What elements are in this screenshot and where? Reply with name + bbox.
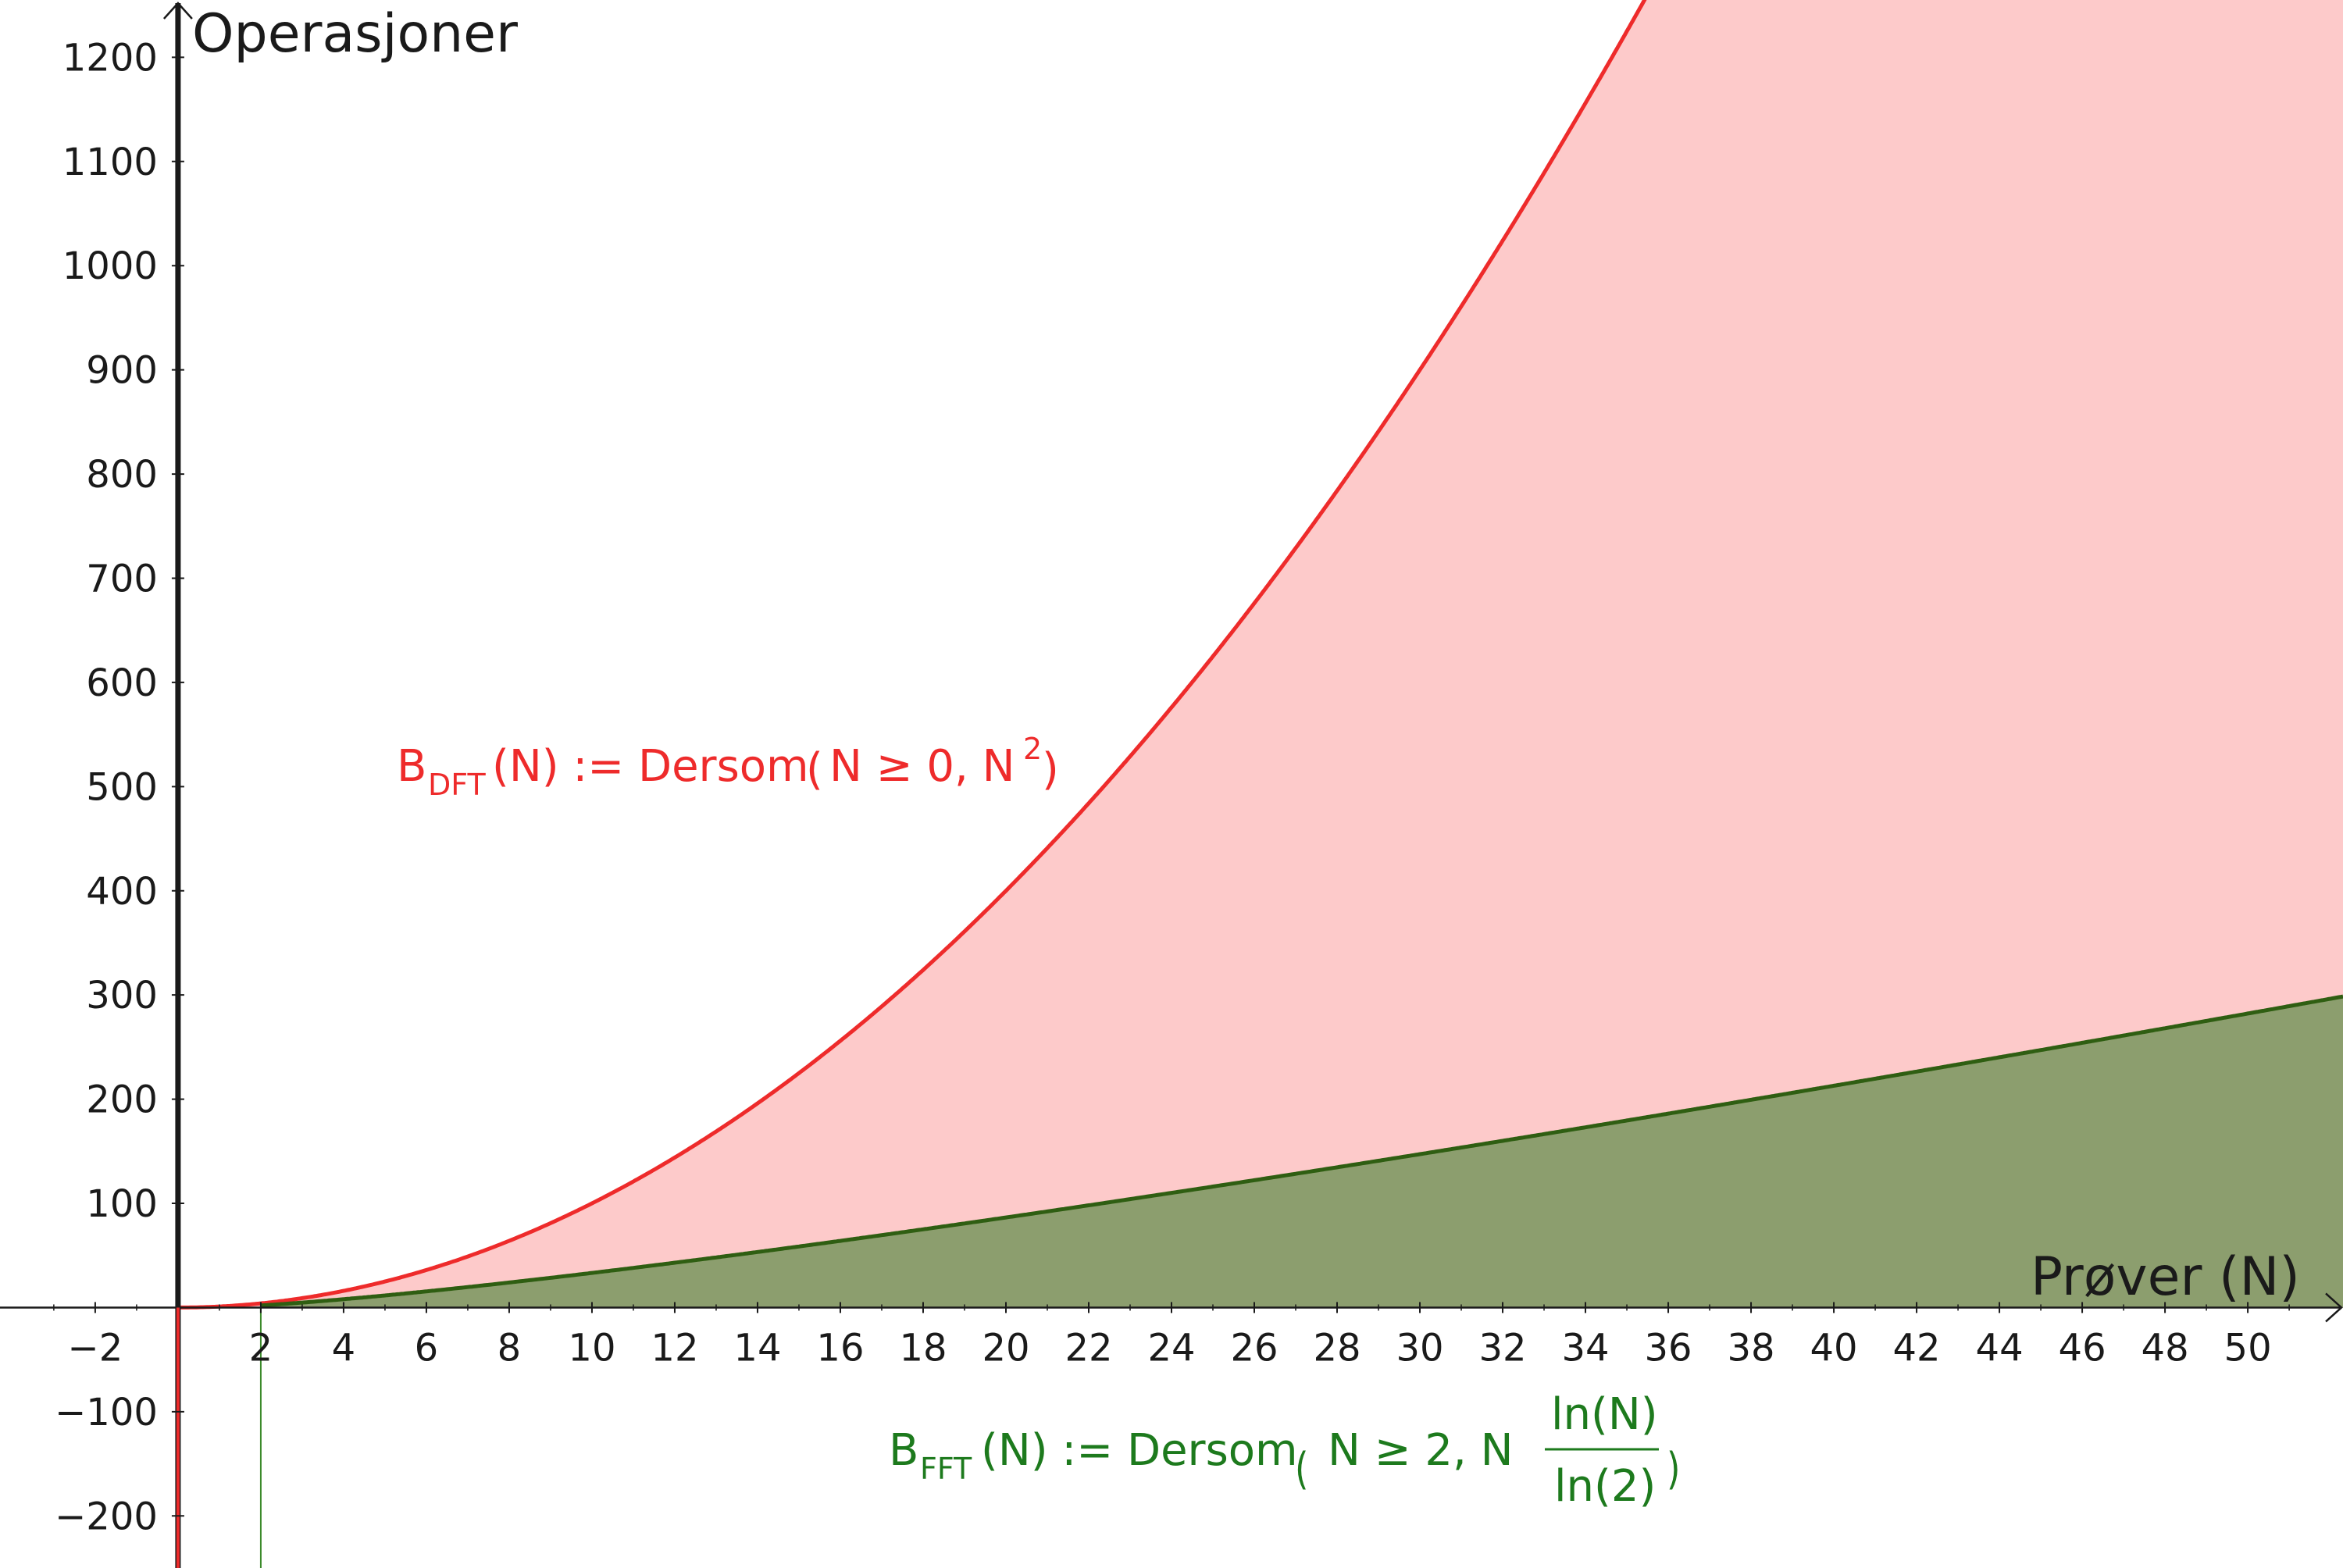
- x-axis-title: Prøver (N): [2031, 1246, 2300, 1308]
- y-tick-label: 1200: [62, 36, 158, 80]
- x-tick-label: 40: [1810, 1326, 1858, 1370]
- fft-formula-label: B FFT (N) := Dersom ( N ≥ 2, N ln(N) ln(…: [889, 1389, 1680, 1512]
- y-tick-label: 200: [86, 1078, 158, 1122]
- x-tick-label: 42: [1893, 1326, 1941, 1370]
- dft-formula-label: B DFT (N) := Dersom ( N ≥ 0, N 2 ): [397, 732, 1059, 802]
- x-tick-label: 10: [568, 1326, 615, 1370]
- x-tick-label: 30: [1396, 1326, 1443, 1370]
- y-axis-title: Operasjoner: [192, 3, 518, 65]
- dft-paren-close: ): [1042, 744, 1059, 795]
- y-tick-label: 400: [86, 870, 158, 914]
- dft-area-fill: [177, 0, 2343, 1308]
- y-tick-label: 100: [86, 1182, 158, 1226]
- fft-formula-base: B: [889, 1425, 918, 1476]
- fft-formula-den: ln(2): [1554, 1461, 1656, 1512]
- x-axis-arrow-icon: [2325, 1292, 2343, 1323]
- x-tick-label: 14: [733, 1326, 781, 1370]
- x-tick-label: 50: [2224, 1326, 2272, 1370]
- dft-paren-open: (: [806, 744, 823, 795]
- dft-formula-base: B: [397, 741, 426, 792]
- y-tick-label: 1000: [62, 244, 158, 288]
- x-tick-label: 36: [1645, 1326, 1692, 1370]
- dft-formula-text1: (N) := Dersom: [492, 741, 809, 792]
- fft-formula-num: ln(N): [1551, 1389, 1658, 1440]
- dft-curve: [177, 0, 1647, 1310]
- x-tick-label: 8: [497, 1326, 522, 1370]
- fft-area-fill: [260, 996, 2343, 1308]
- y-axis-arrow-icon: [162, 2, 193, 20]
- y-tick-label: −100: [55, 1391, 158, 1434]
- x-tick-label: 22: [1065, 1326, 1112, 1370]
- tick-marks: [53, 56, 2290, 1517]
- dft-formula-sup: 2: [1023, 732, 1042, 766]
- x-tick-label: 34: [1561, 1326, 1609, 1370]
- x-tick-label: 12: [651, 1326, 698, 1370]
- y-tick-label: 1100: [62, 141, 158, 184]
- x-tick-label: 4: [332, 1326, 356, 1370]
- x-tick-label: 6: [415, 1326, 439, 1370]
- x-tick-label: 48: [2142, 1326, 2189, 1370]
- y-tick-label: 500: [86, 765, 158, 809]
- x-tick-label: 44: [1976, 1326, 2024, 1370]
- tick-labels: −2 2 4 6 8 10 12 14 16 18 20 22 24 26 28 30 32 34 36 38 40 42…: [55, 36, 2272, 1538]
- fft-paren-open: (: [1295, 1443, 1308, 1494]
- x-tick-label: 26: [1230, 1326, 1278, 1370]
- x-tick-label: 2: [249, 1326, 273, 1370]
- y-tick-label: 900: [86, 349, 158, 393]
- y-tick-label: 300: [86, 974, 158, 1017]
- x-tick-label: 16: [816, 1326, 864, 1370]
- fft-paren-close: ): [1667, 1443, 1680, 1494]
- x-tick-label: 32: [1478, 1326, 1526, 1370]
- fft-formula-text2: N ≥ 2, N: [1328, 1425, 1514, 1476]
- y-tick-label: −200: [55, 1495, 158, 1538]
- x-tick-label: 20: [982, 1326, 1029, 1370]
- x-tick-label: 18: [899, 1326, 947, 1370]
- fft-formula-text1: (N) := Dersom: [981, 1425, 1298, 1476]
- x-tick-label: 28: [1313, 1326, 1361, 1370]
- y-tick-label: 800: [86, 453, 158, 497]
- dft-formula-text2: N ≥ 0, N: [829, 741, 1015, 792]
- y-tick-label: 600: [86, 661, 158, 705]
- x-tick-label: −2: [68, 1326, 123, 1370]
- dft-formula-sub: DFT: [428, 768, 486, 802]
- x-tick-label: 38: [1728, 1326, 1775, 1370]
- x-tick-label: 46: [2059, 1326, 2106, 1370]
- fft-curve: [260, 994, 2343, 1308]
- x-tick-label: 24: [1147, 1326, 1195, 1370]
- fft-formula-sub: FFT: [920, 1452, 972, 1486]
- y-tick-label: 700: [86, 557, 158, 600]
